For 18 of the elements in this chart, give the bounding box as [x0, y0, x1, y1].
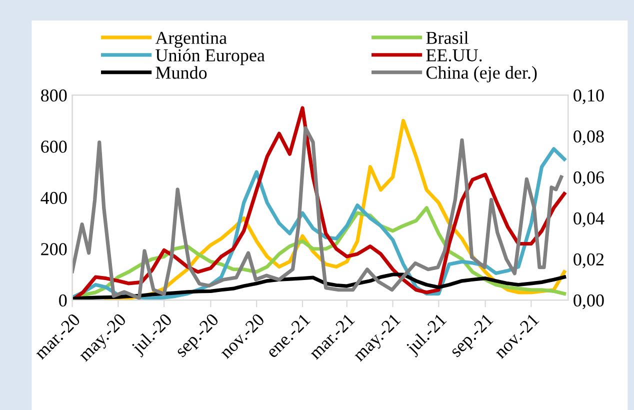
y2-tick-label: 0,06	[574, 171, 604, 186]
y-tick-label: 0	[59, 294, 67, 307]
legend-label: Mundo	[156, 66, 207, 79]
legend-label: Brasil	[426, 31, 468, 44]
legend-label: China (eje der.)	[426, 66, 537, 82]
y2-tick-label: 0,04	[574, 212, 604, 228]
y-tick-label: 800	[41, 89, 67, 102]
line-series	[72, 272, 566, 300]
y2-tick-label: 0,08	[574, 130, 604, 146]
y-tick-label: 600	[41, 140, 67, 153]
y2-tick-label: 0,02	[574, 253, 604, 268]
legend-label: Unión Europea	[156, 48, 265, 66]
y-tick-label: 400	[40, 192, 67, 204]
y2-tick-label: 0,10	[574, 89, 604, 104]
legend-label: EE.UU.	[426, 49, 482, 62]
y2-tick-label: 0,00	[574, 294, 604, 310]
legend-label: Argentina	[155, 32, 227, 48]
y-tick-label: 200	[41, 243, 67, 256]
